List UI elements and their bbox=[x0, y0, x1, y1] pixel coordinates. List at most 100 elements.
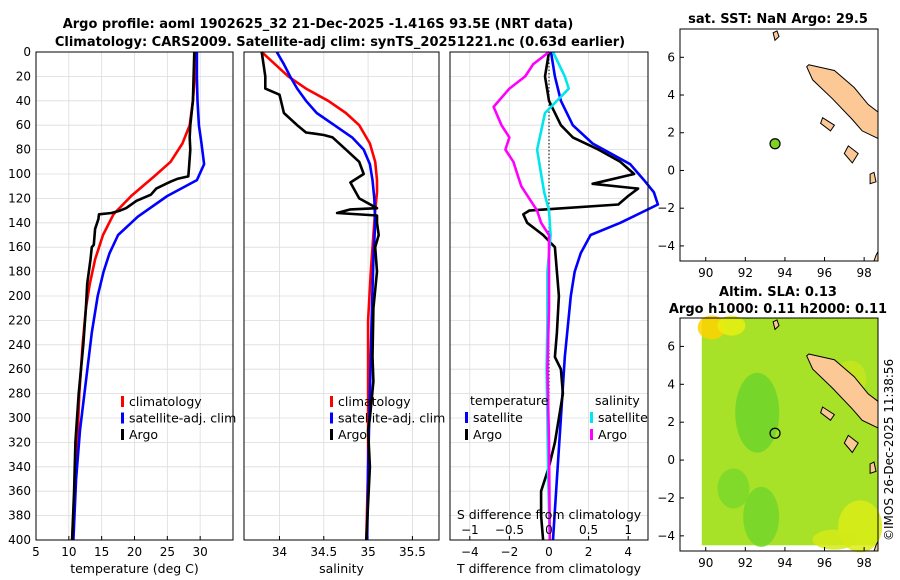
legend-swatch bbox=[330, 412, 333, 424]
series-satellite-adj-clim bbox=[72, 52, 206, 541]
legend-swatch bbox=[590, 429, 593, 440]
x-tick-label: 20 bbox=[127, 545, 142, 559]
x-tick-label: 10 bbox=[61, 545, 76, 559]
y-tick-label: 240 bbox=[8, 338, 31, 352]
y-tick-label: 380 bbox=[8, 509, 31, 523]
legend-label: Argo bbox=[473, 427, 502, 442]
x-tick-label: 98 bbox=[856, 556, 871, 570]
legend-label: satellite bbox=[598, 410, 648, 425]
map1-title: sat. SST: NaN Argo: 29.5 bbox=[688, 12, 868, 27]
x-tick-label: 35 bbox=[360, 545, 375, 559]
x-tick-label: 4 bbox=[624, 545, 632, 559]
x-tick-label: 96 bbox=[817, 266, 832, 280]
sla-patch bbox=[717, 468, 750, 509]
figure-title-line2: Climatology: CARS2009. Satellite-adj cli… bbox=[55, 35, 625, 50]
secondary-tick-label: 1 bbox=[624, 523, 632, 537]
axes-frame bbox=[35, 51, 234, 541]
y-tick-label: 0 bbox=[667, 163, 675, 177]
series-salinity-argo bbox=[492, 50, 552, 541]
y-tick-label: 320 bbox=[8, 435, 31, 449]
land-polygon bbox=[772, 30, 780, 42]
y-tick-label: −2 bbox=[657, 201, 675, 215]
land-polygon bbox=[869, 171, 877, 185]
series-satellite-adj-clim bbox=[275, 51, 377, 541]
legend-swatch bbox=[121, 429, 124, 440]
y-tick-label: 2 bbox=[667, 126, 675, 140]
y-tick-label: 40 bbox=[16, 94, 31, 108]
argo-location-marker bbox=[769, 138, 781, 150]
land-polygon bbox=[772, 319, 780, 331]
legend-swatch bbox=[330, 396, 333, 407]
secondary-tick-label: −0.5 bbox=[495, 523, 524, 537]
y-tick-label: 200 bbox=[8, 289, 31, 303]
series-temperature-argo bbox=[521, 51, 640, 541]
sla-patch bbox=[743, 486, 780, 547]
legend-label: Argo bbox=[129, 427, 158, 442]
series-temperature-satellite bbox=[549, 51, 660, 541]
axes-frame bbox=[679, 317, 879, 552]
x-tick-label: 94 bbox=[777, 556, 792, 570]
y-tick-label: 140 bbox=[8, 216, 31, 230]
legend-swatch bbox=[121, 396, 124, 407]
legend-label: satellite-adj. clim bbox=[338, 411, 445, 426]
land-polygon bbox=[869, 461, 877, 474]
secondary-tick-label: 0 bbox=[545, 523, 553, 537]
legend-label: climatology bbox=[338, 394, 411, 409]
x-tick-label: 98 bbox=[856, 266, 871, 280]
x-tick-label: 35.5 bbox=[399, 545, 426, 559]
y-tick-label: 260 bbox=[8, 362, 31, 376]
profile-panel-2: 34 34.5 35 35.5 salinity climatology satellite… bbox=[243, 51, 445, 576]
x-axis-label: temperature (deg C) bbox=[70, 561, 199, 576]
x-tick-label: 92 bbox=[738, 556, 753, 570]
x-tick-label: 2 bbox=[585, 545, 593, 559]
x-tick-label: 90 bbox=[698, 266, 713, 280]
y-tick-label: −4 bbox=[657, 239, 675, 253]
x-tick-label: 0 bbox=[545, 545, 553, 559]
land-polygon bbox=[806, 353, 879, 429]
map2-title-line2: Argo h1000: 0.11 h2000: 0.11 bbox=[669, 302, 887, 317]
x-tick-label: 34.5 bbox=[310, 545, 337, 559]
secondary-tick-label: 0.5 bbox=[579, 523, 598, 537]
y-tick-label: 400 bbox=[8, 533, 31, 547]
land-polygon bbox=[820, 406, 836, 422]
profile-panel-1: 5 10 15 20 25 3002040608010012014016018020022… bbox=[8, 45, 236, 576]
map2-title-line1: Altim. SLA: 0.13 bbox=[719, 285, 837, 300]
y-tick-label: 280 bbox=[8, 387, 31, 401]
y-tick-label: 0 bbox=[667, 453, 675, 467]
y-tick-label: 300 bbox=[8, 411, 31, 425]
y-tick-label: 2 bbox=[667, 415, 675, 429]
legend-label: Argo bbox=[338, 427, 367, 442]
legend-swatch bbox=[465, 429, 468, 440]
map-panel-2: 90 92 94 96 98 −4 −2 0 2 4 6 bbox=[657, 315, 883, 570]
figure-title-line1: Argo profile: aoml 1902625_32 21-Dec-202… bbox=[63, 17, 574, 32]
timestamp-stamp: ©IMOS 26-Dec-2025 11:38:56 bbox=[882, 358, 896, 541]
y-tick-label: 340 bbox=[8, 460, 31, 474]
y-tick-label: 160 bbox=[8, 240, 31, 254]
x-tick-label: 34 bbox=[272, 545, 287, 559]
x-axis-label: T difference from climatology bbox=[456, 561, 642, 576]
y-tick-label: 0 bbox=[23, 45, 31, 59]
x-tick-label: 15 bbox=[94, 545, 109, 559]
legend-label: satellite bbox=[473, 410, 523, 425]
y-tick-label: 100 bbox=[8, 167, 31, 181]
x-tick-label: 90 bbox=[698, 556, 713, 570]
sla-patch bbox=[717, 315, 746, 336]
y-tick-label: 4 bbox=[667, 88, 675, 102]
profile-panel-3: −4 −2 0 2 4 T difference from climatology S di… bbox=[449, 50, 660, 576]
argo-location-marker bbox=[769, 427, 781, 439]
y-tick-label: 6 bbox=[667, 339, 675, 353]
x-tick-label: 5 bbox=[32, 545, 40, 559]
y-tick-label: 20 bbox=[16, 69, 31, 83]
secondary-axis-label: S difference from climatology bbox=[457, 507, 642, 522]
x-tick-label: 30 bbox=[193, 545, 208, 559]
y-tick-label: −4 bbox=[657, 529, 675, 543]
series-argo bbox=[70, 51, 196, 541]
series-climatology bbox=[260, 51, 379, 541]
y-tick-label: 360 bbox=[8, 484, 31, 498]
secondary-tick-label: −1 bbox=[461, 523, 479, 537]
y-tick-label: −2 bbox=[657, 491, 675, 505]
land-polygon bbox=[843, 434, 859, 454]
land-polygon bbox=[843, 145, 859, 164]
legend-swatch bbox=[590, 412, 593, 423]
series-argo bbox=[260, 51, 381, 541]
